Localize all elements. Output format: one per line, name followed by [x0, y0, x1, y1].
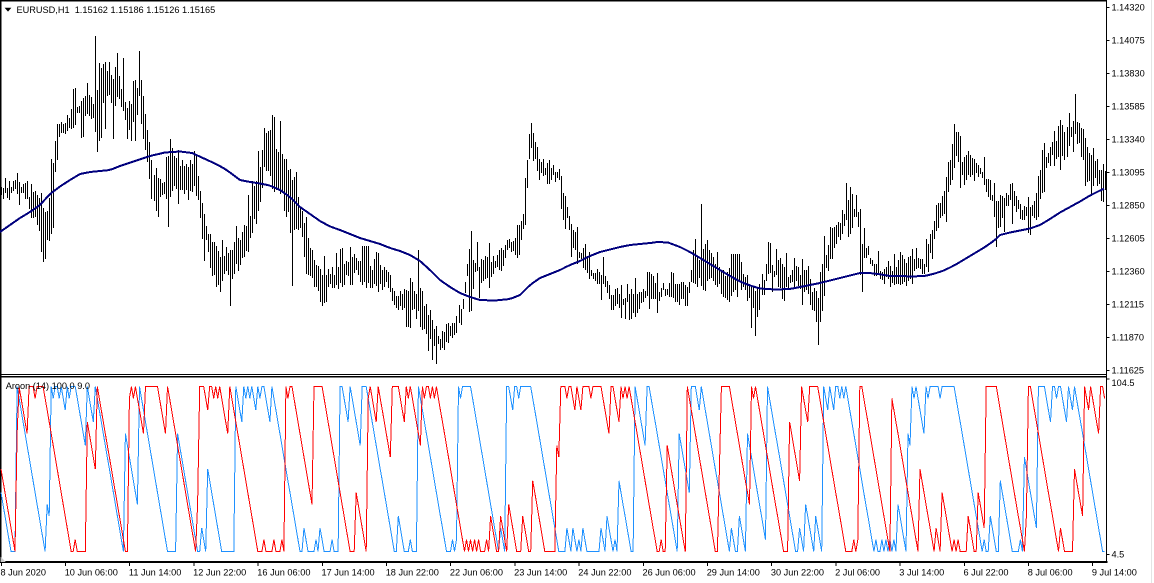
- svg-text:1.13095: 1.13095: [1112, 168, 1145, 178]
- svg-text:Aroon (14) 100.0 9.0: Aroon (14) 100.0 9.0: [6, 381, 90, 391]
- svg-text:3 Jul 14:00: 3 Jul 14:00: [899, 568, 944, 578]
- svg-text:1.13830: 1.13830: [1112, 69, 1145, 79]
- svg-text:26 Jun 06:00: 26 Jun 06:00: [643, 568, 696, 578]
- svg-text:4.5: 4.5: [1112, 550, 1125, 560]
- svg-text:24 Jun 22:00: 24 Jun 22:00: [578, 568, 631, 578]
- svg-text:12 Jun 22:00: 12 Jun 22:00: [193, 568, 246, 578]
- svg-text:1.12115: 1.12115: [1112, 300, 1145, 310]
- svg-text:22 Jun 06:00: 22 Jun 06:00: [450, 568, 503, 578]
- svg-text:104.5: 104.5: [1112, 378, 1135, 388]
- svg-text:EURUSD,H1 1.15162 1.15186 1.1: EURUSD,H1 1.15162 1.15186 1.15126 1.1516…: [17, 5, 216, 15]
- svg-text:1.13340: 1.13340: [1112, 135, 1145, 145]
- svg-text:1.11625: 1.11625: [1112, 366, 1145, 376]
- svg-text:1.13585: 1.13585: [1112, 102, 1145, 112]
- svg-text:29 Jun 14:00: 29 Jun 14:00: [707, 568, 760, 578]
- svg-text:23 Jun 14:00: 23 Jun 14:00: [514, 568, 567, 578]
- svg-text:10 Jun 06:00: 10 Jun 06:00: [65, 568, 118, 578]
- svg-text:1.12850: 1.12850: [1112, 201, 1145, 211]
- svg-text:1.14075: 1.14075: [1112, 36, 1145, 46]
- svg-text:8 Jun 2020: 8 Jun 2020: [1, 568, 46, 578]
- svg-text:6 Jul 22:00: 6 Jul 22:00: [964, 568, 1009, 578]
- svg-text:2 Jul 06:00: 2 Jul 06:00: [835, 568, 880, 578]
- svg-text:30 Jun 22:00: 30 Jun 22:00: [771, 568, 824, 578]
- svg-text:1.12605: 1.12605: [1112, 234, 1145, 244]
- svg-text:17 Jun 14:00: 17 Jun 14:00: [322, 568, 375, 578]
- svg-text:1.14320: 1.14320: [1112, 3, 1145, 13]
- svg-text:16 Jun 06:00: 16 Jun 06:00: [257, 568, 310, 578]
- svg-text:11 Jun 14:00: 11 Jun 14:00: [129, 568, 181, 578]
- svg-text:9 Jul 14:00: 9 Jul 14:00: [1092, 568, 1137, 578]
- svg-text:8 Jul 06:00: 8 Jul 06:00: [1028, 568, 1073, 578]
- svg-text:1.11870: 1.11870: [1112, 333, 1145, 343]
- svg-text:1.12360: 1.12360: [1112, 267, 1145, 277]
- svg-text:18 Jun 22:00: 18 Jun 22:00: [386, 568, 439, 578]
